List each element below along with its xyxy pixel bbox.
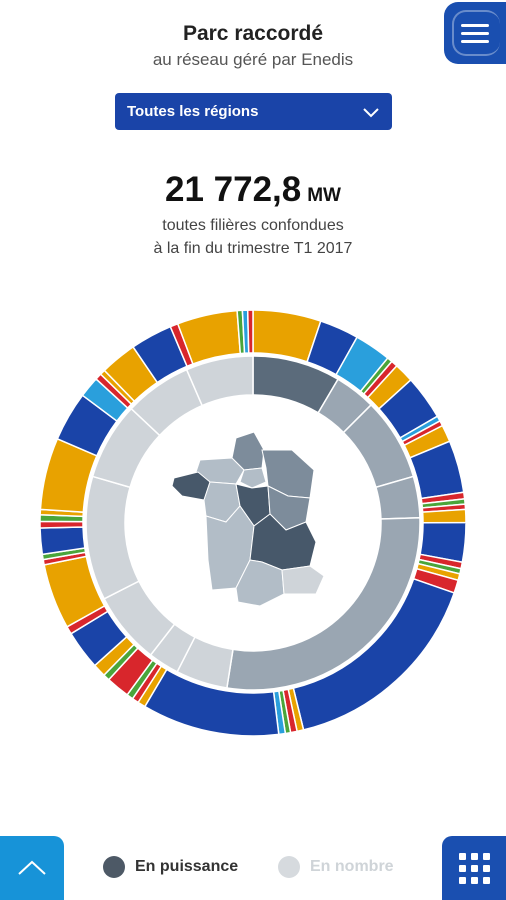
hamburger-icon-bar — [461, 39, 489, 43]
page-title: Parc raccordé — [182, 22, 324, 45]
hamburger-icon-bar — [461, 31, 489, 35]
total-power: 21 772,8 MW — [0, 170, 506, 210]
region-select-value: Toutes les régions — [127, 103, 259, 120]
map-region-idf[interactable] — [239, 467, 267, 489]
total-unit: MW — [307, 185, 341, 206]
outer-ring-segment[interactable] — [246, 310, 254, 354]
scroll-up-button[interactable] — [0, 836, 64, 900]
inner-ring-segment[interactable] — [185, 355, 254, 407]
toggle-power[interactable]: En puissance — [103, 856, 238, 878]
map-region-paca[interactable] — [281, 565, 325, 595]
chevron-up-icon — [18, 860, 46, 875]
regional-power-chart[interactable] — [40, 310, 466, 736]
grid-button[interactable] — [442, 836, 506, 900]
inner-ring-segment[interactable] — [85, 475, 140, 600]
grid-icon — [458, 852, 466, 860]
bottom-bar: En puissance En nombre — [0, 836, 506, 900]
france-map[interactable] — [171, 431, 325, 607]
radio-selected-icon — [103, 856, 125, 878]
total-value: 21 772,8 — [164, 170, 302, 209]
page-subtitle: au réseau géré par Enedis — [152, 50, 354, 69]
total-period: à la fin du trimestre T1 2017 — [153, 240, 353, 257]
toggle-count[interactable]: En nombre — [278, 856, 394, 878]
outer-ring-segment[interactable] — [421, 508, 466, 524]
toggle-count-label: En nombre — [310, 858, 394, 875]
radio-unselected-icon — [278, 856, 300, 878]
total-description: toutes filières confondues — [162, 217, 344, 234]
hamburger-icon — [461, 23, 489, 27]
menu-ring-decoration — [452, 10, 500, 56]
menu-button[interactable] — [444, 2, 506, 64]
outer-ring — [40, 310, 466, 736]
region-select[interactable]: Toutes les régions — [115, 93, 392, 130]
toggle-power-label: En puissance — [135, 858, 239, 875]
chevron-down-icon — [363, 107, 379, 117]
inner-ring — [85, 355, 421, 691]
